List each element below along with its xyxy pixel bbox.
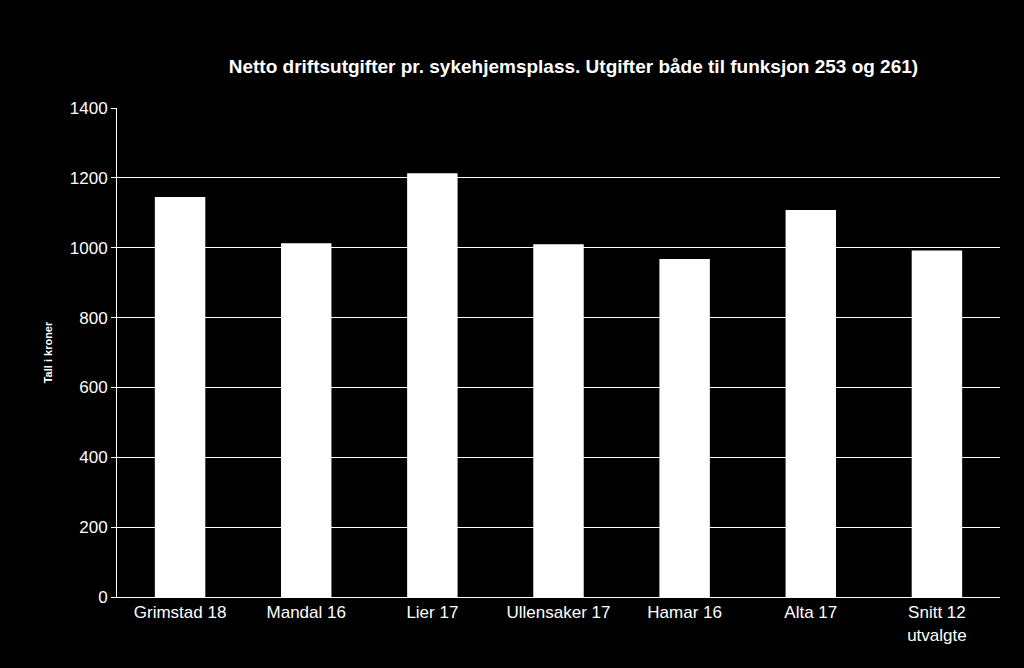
svg-text:Tall i kroner: Tall i kroner [42, 321, 54, 383]
svg-text:Lier 17: Lier 17 [406, 603, 458, 622]
svg-text:Netto driftsutgifter pr. sykeh: Netto driftsutgifter pr. sykehjemsplass.… [229, 56, 918, 77]
svg-text:800: 800 [79, 309, 107, 328]
svg-text:Ullensaker 17: Ullensaker 17 [507, 603, 611, 622]
svg-text:Mandal 16: Mandal 16 [267, 603, 346, 622]
svg-text:Grimstad 18: Grimstad 18 [134, 603, 227, 622]
svg-text:Alta 17: Alta 17 [784, 603, 837, 622]
svg-text:0: 0 [98, 588, 107, 607]
svg-text:400: 400 [79, 448, 107, 467]
svg-text:1000: 1000 [70, 239, 108, 258]
svg-text:1200: 1200 [70, 169, 108, 188]
svg-text:1400: 1400 [70, 99, 108, 118]
svg-text:Snitt 12utvalgte: Snitt 12utvalgte [907, 603, 967, 644]
svg-text:Hamar 16: Hamar 16 [647, 603, 722, 622]
svg-text:200: 200 [79, 518, 107, 537]
svg-text:600: 600 [79, 378, 107, 397]
